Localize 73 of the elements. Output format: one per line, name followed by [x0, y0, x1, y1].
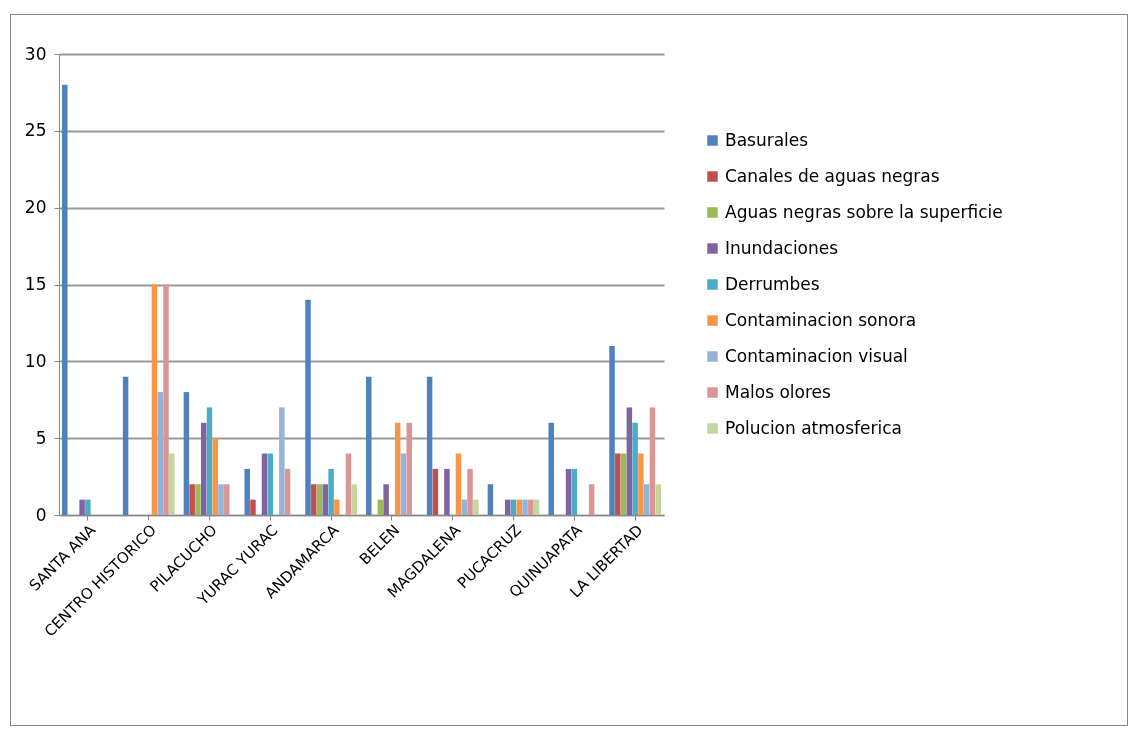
legend-label: Contaminacion visual — [725, 345, 908, 366]
legend-label: Derrumbes — [725, 273, 820, 294]
bar — [548, 422, 554, 515]
legend-label: Contaminacion sonora — [725, 309, 917, 330]
legend-label: Inundaciones — [725, 237, 839, 258]
legend-label: Canales de aguas negras — [725, 165, 940, 186]
y-tick-label: 0 — [35, 504, 47, 525]
bar — [261, 453, 268, 515]
bar — [169, 453, 175, 515]
bar — [473, 499, 479, 515]
y-tick-label: 25 — [24, 120, 47, 141]
y-tick-label: 5 — [35, 427, 47, 448]
bar — [85, 499, 91, 515]
y-tick-label: 10 — [24, 350, 47, 371]
bar — [183, 392, 190, 515]
bar — [218, 484, 224, 515]
bar — [206, 407, 213, 515]
bar — [588, 484, 595, 515]
bar — [157, 392, 163, 515]
bar — [432, 468, 439, 515]
bar — [565, 468, 572, 515]
bar — [655, 484, 661, 515]
bar — [571, 468, 578, 515]
bar — [279, 407, 285, 515]
bar — [163, 284, 169, 515]
bar — [284, 468, 291, 515]
y-tick-label: 20 — [24, 197, 47, 218]
y-tick-label: 15 — [24, 274, 47, 294]
legend-label: Polucion atmosferica — [725, 417, 903, 438]
y-tick-label: 30 — [24, 43, 47, 64]
bar — [620, 453, 627, 515]
bar — [334, 499, 340, 515]
bar — [224, 484, 230, 515]
bar — [522, 499, 528, 515]
bar — [250, 499, 256, 515]
legend-label: Basurales — [725, 129, 809, 150]
bar — [383, 484, 389, 515]
bar — [311, 484, 317, 515]
bar — [305, 299, 311, 515]
bar — [455, 453, 462, 515]
bar — [122, 376, 129, 515]
bar — [200, 422, 207, 515]
bar — [244, 468, 250, 515]
bar — [626, 407, 633, 515]
bar — [62, 84, 68, 515]
bar — [638, 453, 644, 515]
bar — [400, 453, 407, 515]
bar — [195, 484, 201, 515]
bar — [643, 484, 650, 515]
bar — [351, 484, 357, 515]
bar — [366, 376, 372, 515]
legend-label: Aguas negras sobre la superficie — [725, 201, 1003, 222]
bar — [444, 468, 450, 515]
bar — [189, 484, 195, 515]
bar — [394, 422, 401, 515]
bar — [528, 499, 534, 515]
bar — [267, 453, 274, 515]
bar — [426, 376, 433, 515]
bar — [649, 407, 656, 515]
legend-label: Malos olores — [725, 381, 832, 402]
bar — [406, 422, 412, 515]
bar — [615, 453, 621, 515]
bar — [467, 468, 473, 515]
bar — [487, 484, 494, 515]
bar — [322, 484, 329, 515]
bar — [345, 453, 352, 515]
bar — [328, 468, 334, 515]
bar — [151, 284, 158, 515]
bar — [609, 345, 615, 515]
bar — [79, 499, 85, 515]
bar — [316, 484, 323, 515]
bar — [212, 438, 219, 515]
bar — [632, 422, 638, 515]
